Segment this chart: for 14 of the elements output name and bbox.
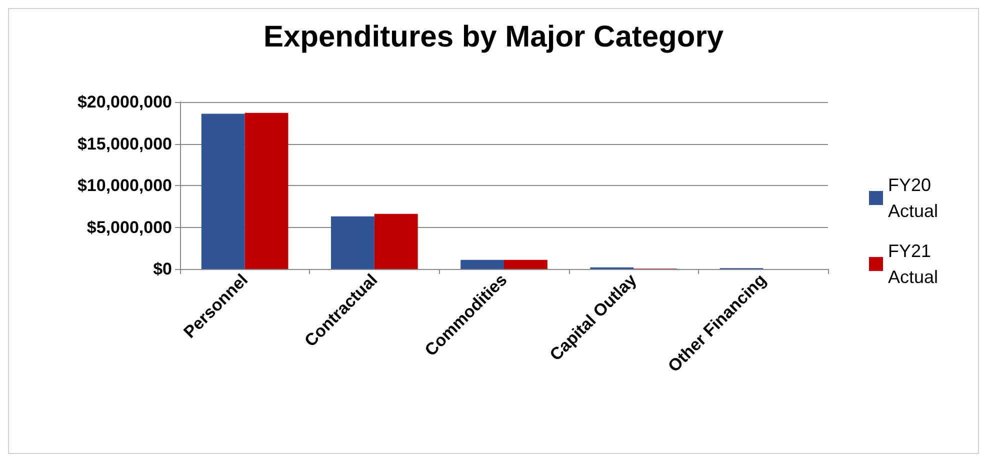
y-tick-label: $5,000,000 (86, 218, 172, 237)
bar (504, 260, 548, 269)
legend-label: FY20 Actual (888, 175, 938, 221)
bar (460, 260, 504, 269)
y-tick-label: $20,000,000 (77, 92, 172, 112)
y-tick-label: $0 (153, 260, 172, 278)
y-tick-label: $15,000,000 (77, 134, 172, 154)
chart-title: Expenditures by Major Category (263, 20, 724, 54)
legend-label: FY21 Actual (888, 241, 938, 287)
bar (201, 114, 245, 269)
bar (244, 112, 288, 269)
bar (330, 216, 374, 269)
bar (374, 214, 418, 269)
y-tick-label: $10,000,000 (77, 176, 172, 195)
